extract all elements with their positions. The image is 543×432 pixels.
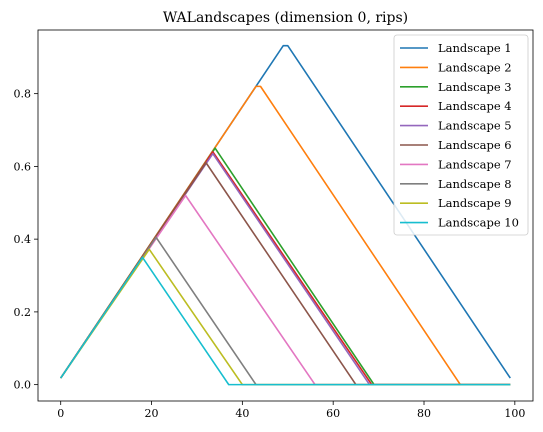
plot-frame	[37, 29, 534, 402]
legend-label-1: Landscape 1	[438, 41, 512, 55]
x-tick-label: 100	[504, 407, 525, 420]
x-tick-label: 0	[57, 407, 64, 420]
legend-label-8: Landscape 8	[438, 177, 512, 191]
series-line-9	[60, 248, 511, 386]
legend-label-4: Landscape 4	[438, 99, 512, 113]
legend-label-7: Landscape 7	[438, 157, 512, 171]
y-tick-label: 0.4	[14, 233, 32, 246]
y-tick-label: 0.2	[14, 306, 32, 319]
x-axis: 0 20 40 60 80 100	[57, 401, 525, 420]
plot-lines	[60, 44, 511, 386]
x-tick-label: 60	[326, 407, 340, 420]
x-tick-label: 20	[145, 407, 159, 420]
legend-box	[393, 34, 529, 236]
series-line-10	[60, 256, 511, 386]
legend: Landscape 1 Landscape 2 Landscape 3 Landsca…	[393, 34, 529, 236]
legend-label-9: Landscape 9	[438, 196, 512, 210]
y-tick-label: 0.0	[14, 379, 32, 392]
y-tick-label: 0.6	[14, 160, 32, 173]
legend-label-2: Landscape 2	[438, 60, 512, 74]
legend-label-3: Landscape 3	[438, 80, 512, 94]
chart-title: WALandscapes (dimension 0, rips)	[163, 10, 408, 26]
y-tick-label: 0.8	[14, 88, 32, 101]
x-tick-label: 40	[235, 407, 249, 420]
y-axis: 0.0 0.2 0.4 0.6 0.8	[14, 88, 38, 392]
legend-label-10: Landscape 10	[438, 216, 519, 230]
legend-label-6: Landscape 6	[438, 138, 512, 152]
legend-label-5: Landscape 5	[438, 119, 512, 133]
x-tick-label: 80	[417, 407, 431, 420]
